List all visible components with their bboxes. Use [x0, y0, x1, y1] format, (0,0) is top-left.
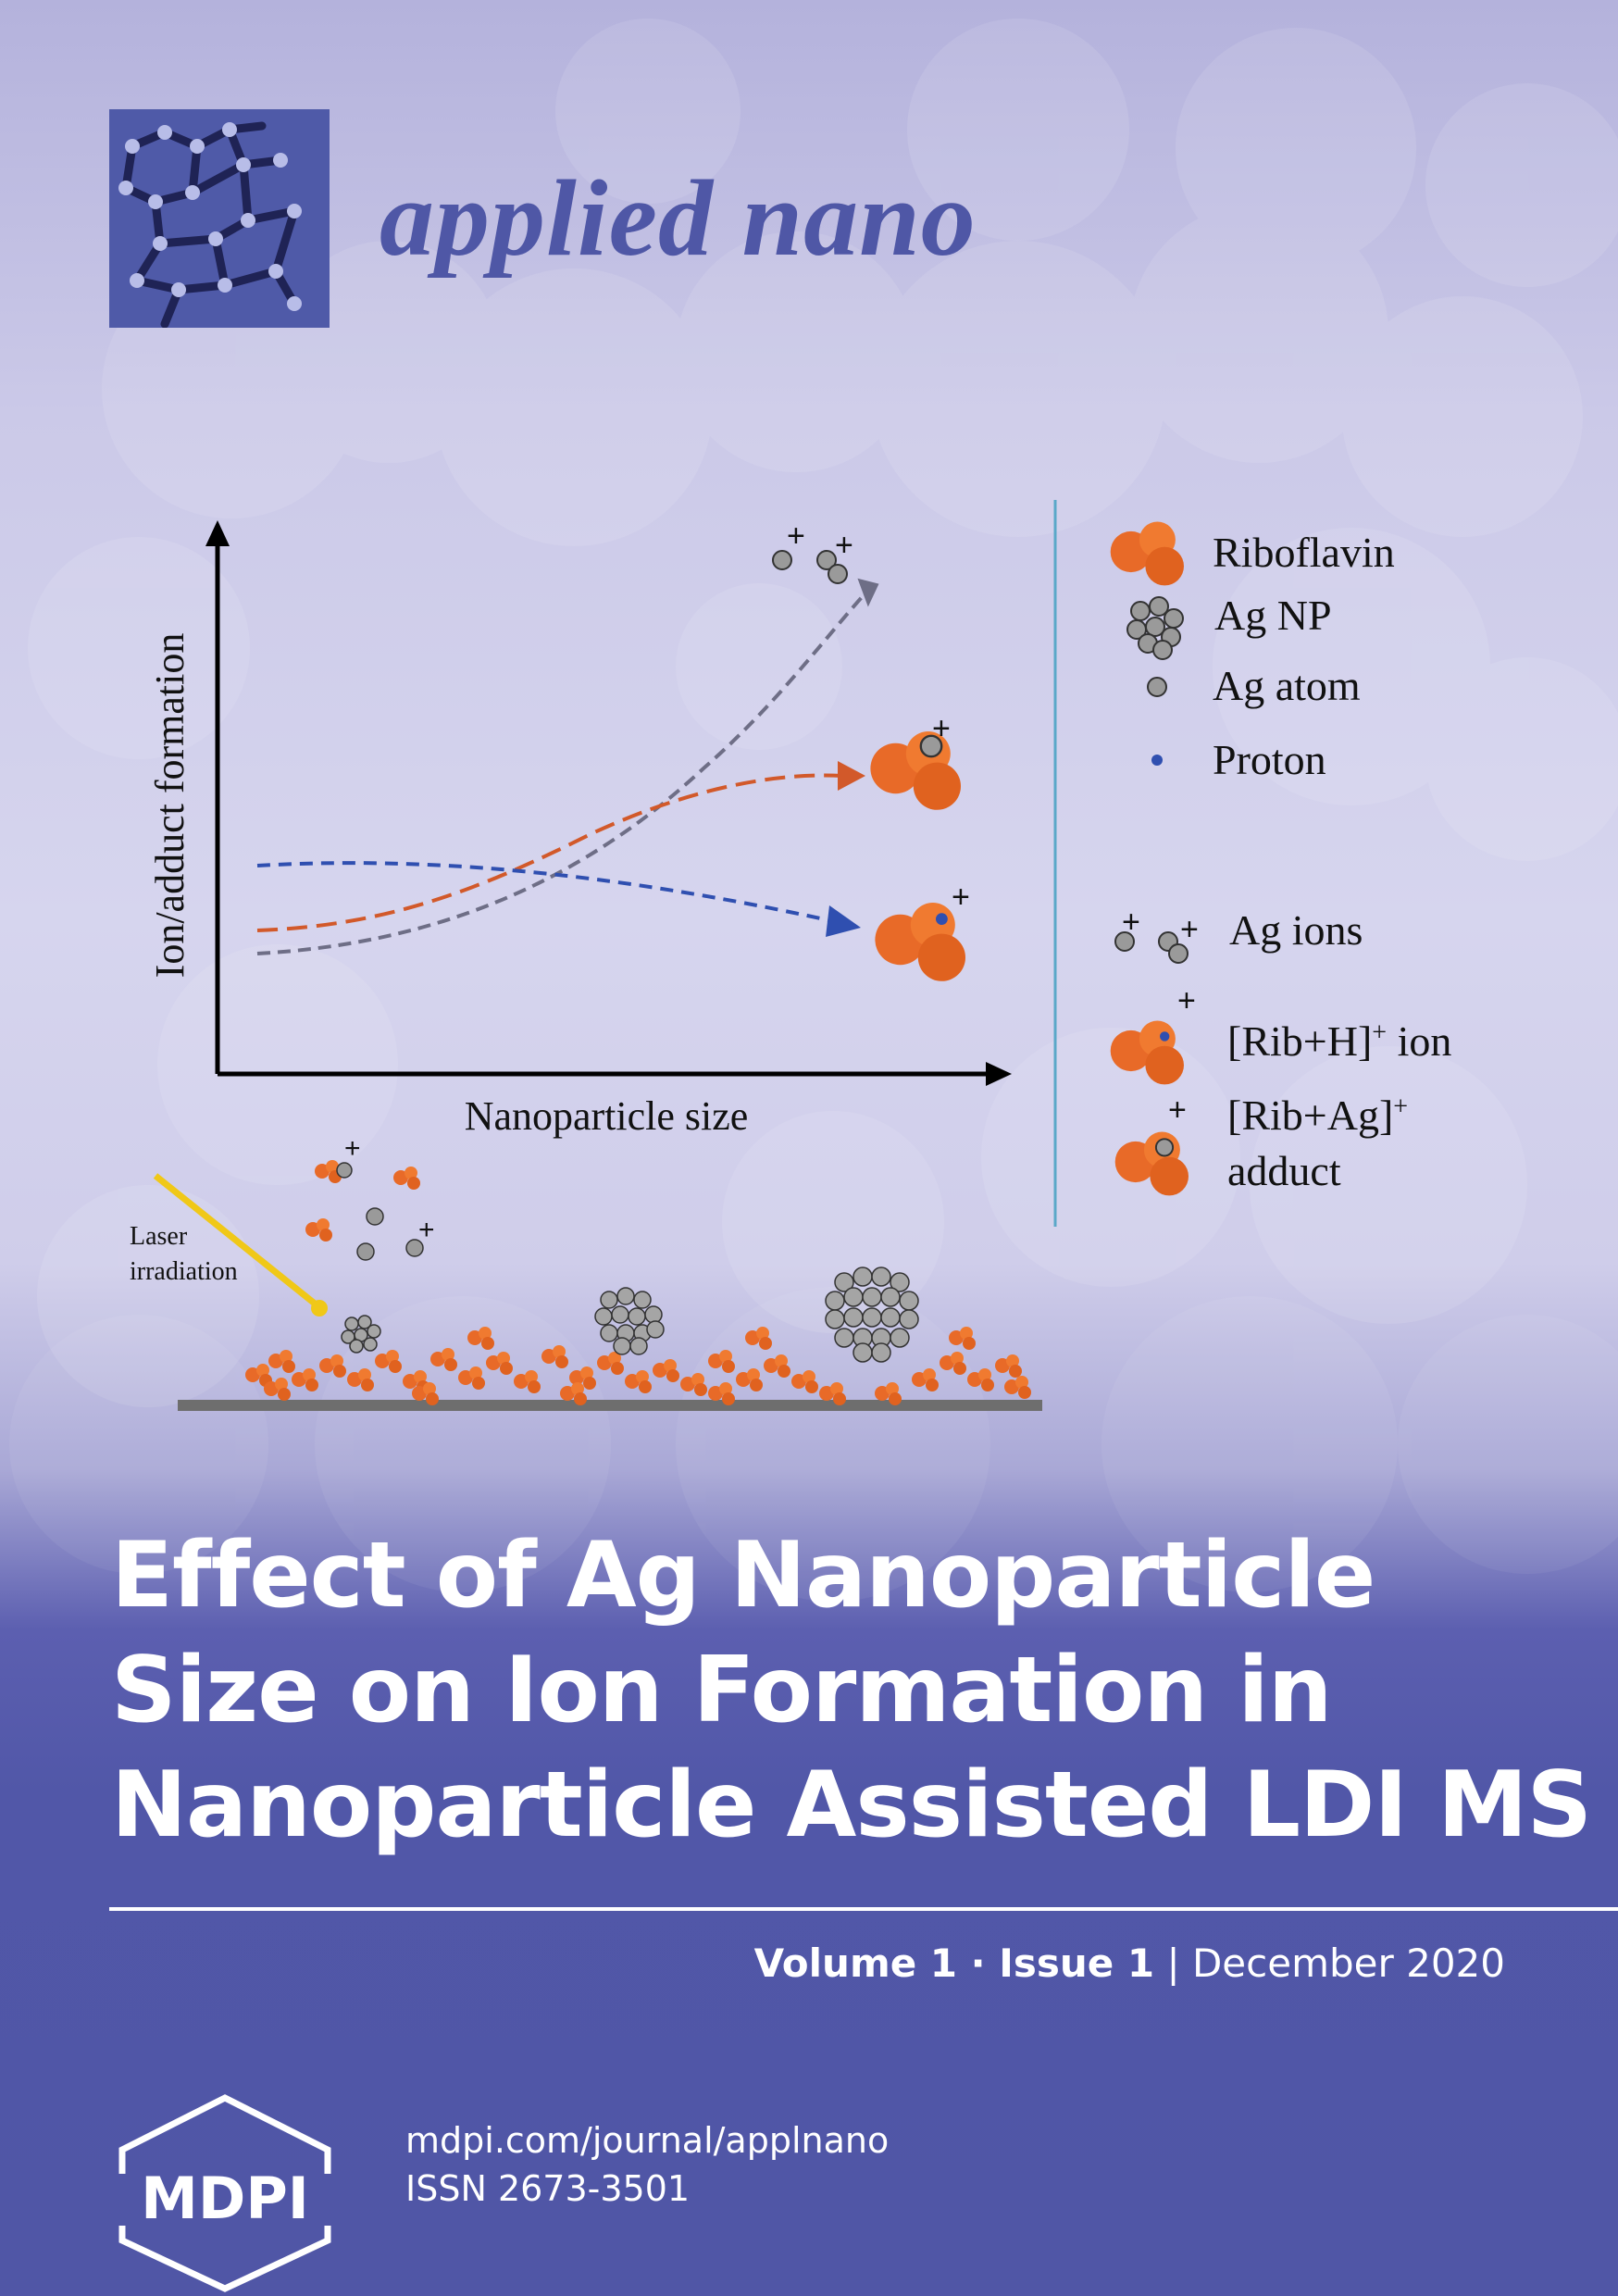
- laser-label-line2: irradiation: [130, 1257, 238, 1286]
- journal-name: applied nano: [380, 157, 977, 279]
- graphical-abstract: Ion/adduct formation Nanoparticle size +…: [130, 500, 1451, 1411]
- issue-date: December 2020: [1191, 1940, 1505, 1986]
- journal-url[interactable]: mdpi.com/journal/applnano: [405, 2120, 890, 2161]
- legend-proton: Proton: [1213, 736, 1326, 783]
- legend-rib-h-ion: [Rib+H]+ ion: [1227, 1017, 1451, 1065]
- title-line-1: Effect of Ag Nanoparticle: [111, 1523, 1375, 1628]
- mdpi-logo: MDPI: [109, 2094, 341, 2292]
- svg-text:+: +: [787, 518, 805, 554]
- legend-ag-np: Ag NP: [1214, 592, 1332, 639]
- svg-text:+: +: [952, 880, 970, 915]
- svg-text:+: +: [1168, 1092, 1187, 1128]
- legend-rib-ag-adduct: [Rib+Ag]+: [1227, 1092, 1408, 1139]
- divider-rule: [109, 1907, 1618, 1911]
- svg-text:+: +: [1122, 905, 1140, 940]
- legend: Riboflavin Ag NP Ag atom Proton + + Ag: [1110, 521, 1451, 1196]
- issue-info: Volume 1 · Issue 1 | December 2020: [753, 1940, 1505, 1986]
- ejected-species: + +: [305, 1133, 435, 1261]
- article-title: Effect of Ag Nanoparticle Size on Ion Fo…: [111, 1518, 1592, 1863]
- svg-text:+: +: [932, 711, 951, 746]
- svg-text:MDPI: MDPI: [141, 2165, 309, 2232]
- ag-nanoparticles: [341, 1267, 919, 1363]
- plot-axes: [205, 520, 1012, 1086]
- legend-ag-ions: Ag ions: [1229, 906, 1363, 954]
- graphene-lattice-icon: [118, 121, 302, 329]
- ag-ion-curve: [256, 586, 872, 955]
- adduct-curve: [256, 773, 843, 932]
- x-axis-label: Nanoparticle size: [465, 1093, 749, 1139]
- ag-ions-cluster: + +: [772, 518, 853, 584]
- title-line-2: Size on Ion Formation in: [111, 1638, 1333, 1743]
- journal-logo: [109, 109, 330, 329]
- legend-ag-atom: Ag atom: [1213, 662, 1361, 709]
- svg-text:+: +: [1180, 912, 1199, 947]
- svg-text:+: +: [344, 1133, 361, 1164]
- svg-text:+: +: [835, 528, 853, 563]
- adduct-molecule: [870, 731, 961, 810]
- ag-np-icon: [1126, 596, 1184, 660]
- laser-scene: Laser irradiation + +: [130, 1133, 1042, 1411]
- laser-label-line1: Laser: [130, 1222, 188, 1251]
- legend-adduct: adduct: [1227, 1147, 1341, 1194]
- volume-label: Volume 1: [753, 1940, 958, 1986]
- issn: ISSN 2673-3501: [405, 2168, 691, 2209]
- y-axis-label: Ion/adduct formation: [147, 633, 193, 979]
- issue-label: Issue 1: [999, 1940, 1155, 1986]
- legend-riboflavin: Riboflavin: [1213, 529, 1395, 576]
- protonated-ion-curve: [256, 861, 834, 923]
- svg-text:+: +: [418, 1215, 435, 1245]
- protonated-molecule: [875, 903, 965, 981]
- title-line-3: Nanoparticle Assisted LDI MS: [111, 1753, 1592, 1858]
- svg-text:+: +: [1177, 983, 1196, 1018]
